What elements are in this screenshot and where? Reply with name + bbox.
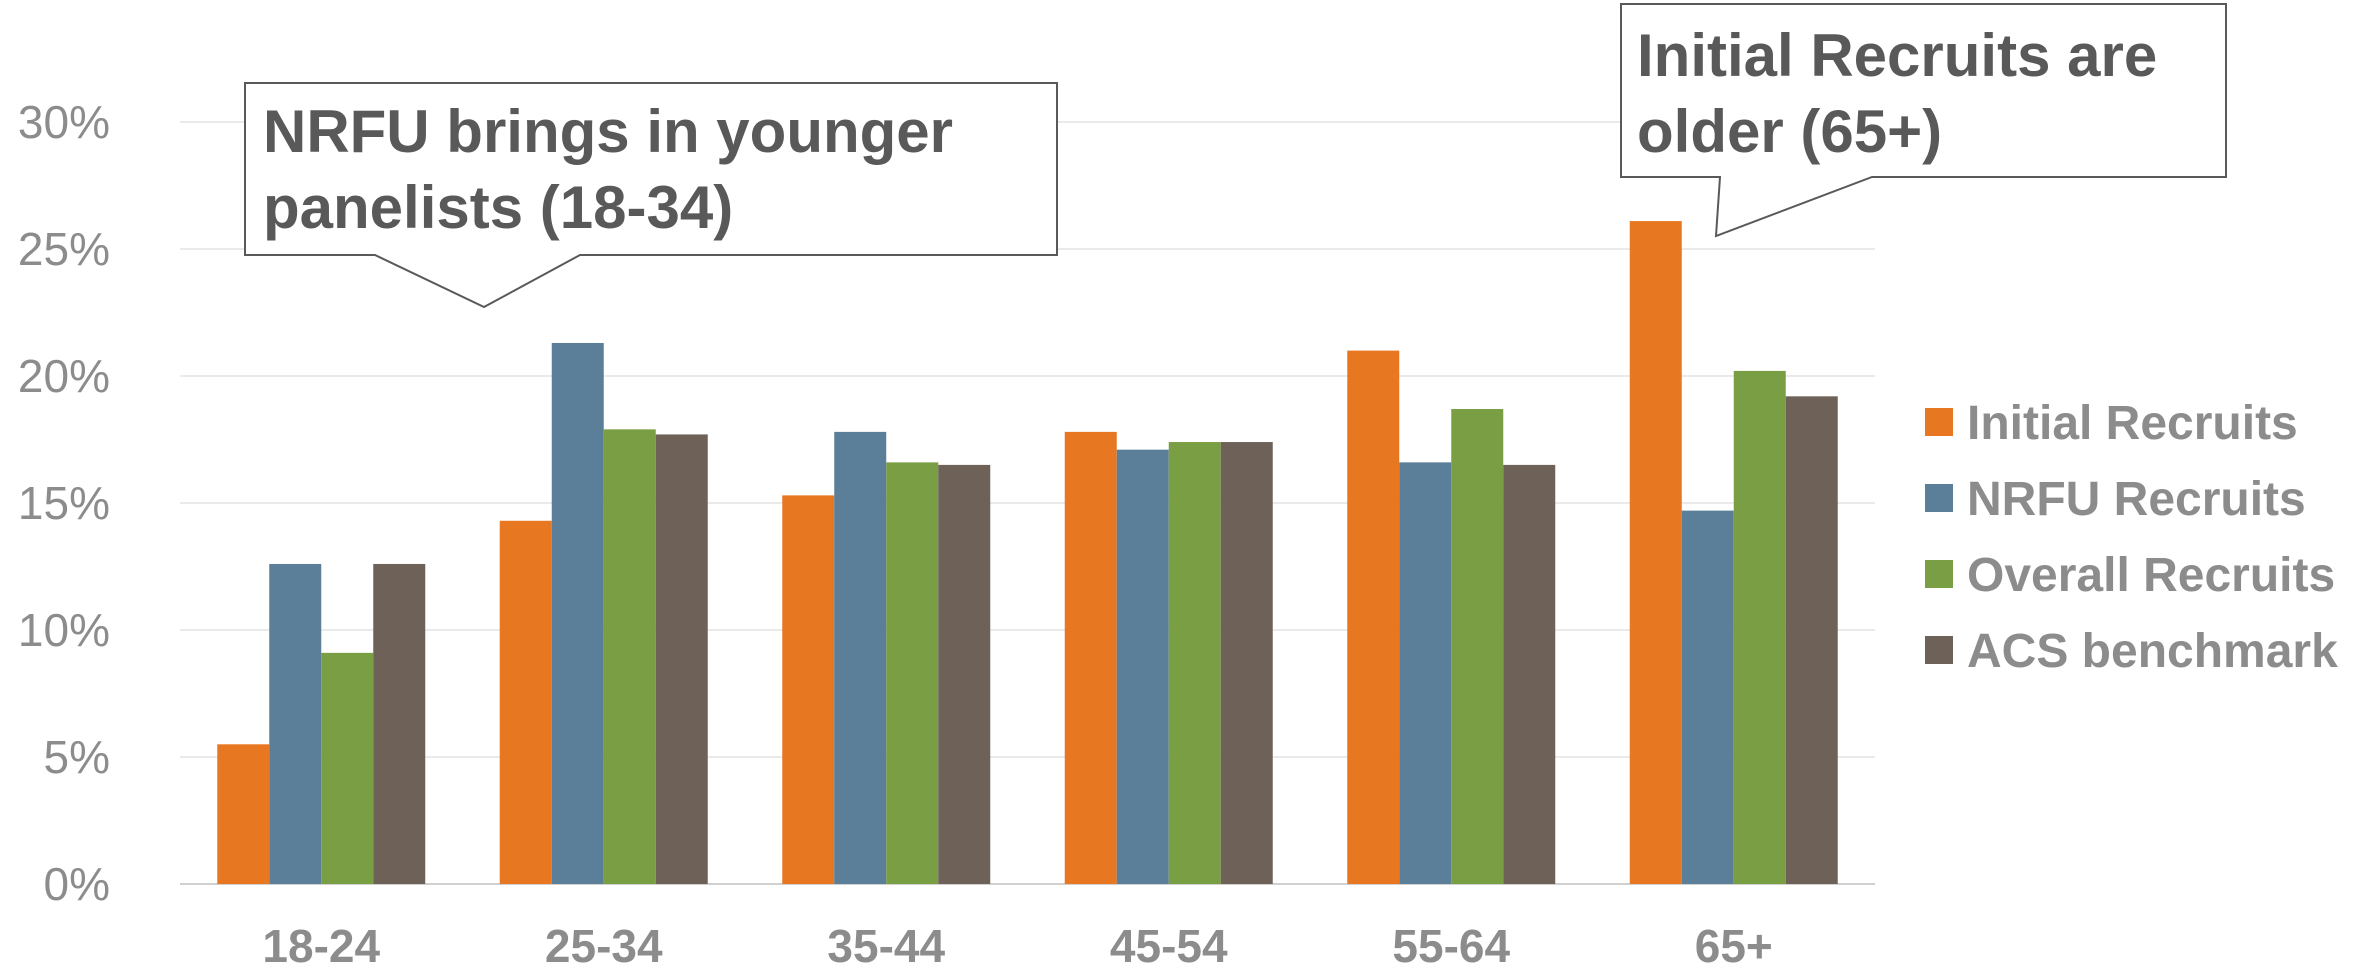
legend: Initial Recruits NRFU Recruits Overall Rec… xyxy=(1925,397,2338,678)
bar-acs-benchmark-18-24 xyxy=(373,563,426,884)
x-axis-labels: 18-24 25-34 35-44 45-54 55-64 65+ xyxy=(262,920,1772,972)
legend-swatch xyxy=(1925,484,1953,512)
bar-nrfu-recruits-25-34 xyxy=(551,342,604,885)
bars xyxy=(217,221,1838,885)
bar-initial-recruits-35-44 xyxy=(782,495,835,884)
bar-acs-benchmark-65+ xyxy=(1785,396,1838,884)
bar-acs-benchmark-55-64 xyxy=(1503,464,1556,884)
y-tick-label: 10% xyxy=(18,604,110,656)
bar-overall-recruits-18-24 xyxy=(321,652,374,884)
bar-nrfu-recruits-35-44 xyxy=(834,431,887,884)
bar-initial-recruits-65+ xyxy=(1629,221,1682,884)
legend-label: Initial Recruits xyxy=(1967,397,2298,450)
x-tick-label: 35-44 xyxy=(827,920,945,972)
callout-younger-line-2: panelists (18-34) xyxy=(263,174,733,241)
x-tick-label: 65+ xyxy=(1695,920,1773,972)
callout-older-line-2: older (65+) xyxy=(1637,98,1942,165)
bar-overall-recruits-35-44 xyxy=(886,462,939,884)
bar-initial-recruits-18-24 xyxy=(217,744,270,884)
bar-overall-recruits-55-64 xyxy=(1451,409,1504,884)
legend-swatch xyxy=(1925,408,1953,436)
bar-overall-recruits-65+ xyxy=(1733,370,1786,884)
bar-nrfu-recruits-45-54 xyxy=(1116,449,1169,884)
legend-label: ACS benchmark xyxy=(1967,625,2338,678)
callout-older-box xyxy=(1620,3,2227,238)
bar-initial-recruits-55-64 xyxy=(1347,350,1400,885)
bar-nrfu-recruits-65+ xyxy=(1681,510,1734,884)
y-axis-ticks: 0% 5% 10% 15% 20% 25% 30% xyxy=(18,96,110,910)
legend-swatch xyxy=(1925,636,1953,664)
callout-younger-line-1: NRFU brings in younger xyxy=(263,98,953,165)
x-tick-label: 55-64 xyxy=(1392,920,1510,972)
x-tick-label: 45-54 xyxy=(1110,920,1228,972)
bar-initial-recruits-25-34 xyxy=(499,520,552,884)
bar-nrfu-recruits-18-24 xyxy=(269,563,322,884)
bar-nrfu-recruits-55-64 xyxy=(1399,462,1452,884)
callout-younger: NRFU brings in younger panelists (18-34) xyxy=(244,82,1058,309)
bar-overall-recruits-25-34 xyxy=(603,429,656,884)
bar-acs-benchmark-35-44 xyxy=(938,464,991,884)
x-tick-label: 25-34 xyxy=(545,920,663,972)
legend-label: Overall Recruits xyxy=(1967,549,2335,602)
y-tick-label: 15% xyxy=(18,477,110,529)
bar-initial-recruits-45-54 xyxy=(1064,431,1117,884)
y-tick-label: 0% xyxy=(44,858,110,910)
legend-label: NRFU Recruits xyxy=(1967,473,2306,526)
bar-acs-benchmark-45-54 xyxy=(1220,442,1273,884)
y-tick-label: 20% xyxy=(18,350,110,402)
bar-overall-recruits-45-54 xyxy=(1168,442,1221,884)
callout-older: Initial Recruits are older (65+) xyxy=(1620,3,2227,238)
bar-acs-benchmark-25-34 xyxy=(655,434,708,884)
y-tick-label: 25% xyxy=(18,223,110,275)
y-tick-label: 5% xyxy=(44,731,110,783)
x-tick-label: 18-24 xyxy=(262,920,380,972)
callout-younger-box xyxy=(244,82,1058,309)
y-tick-label: 30% xyxy=(18,96,110,148)
legend-swatch xyxy=(1925,560,1953,588)
callout-older-line-1: Initial Recruits are xyxy=(1637,22,2157,89)
